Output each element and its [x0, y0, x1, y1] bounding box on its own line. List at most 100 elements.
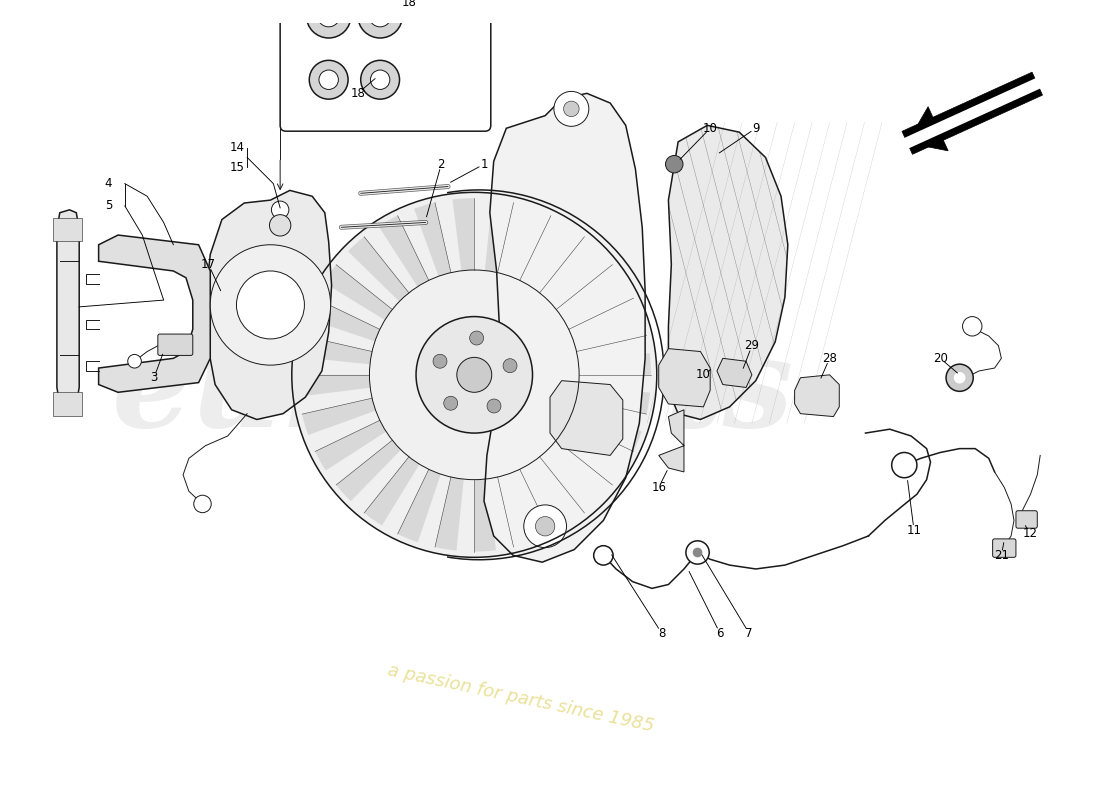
Wedge shape	[298, 375, 371, 397]
Wedge shape	[548, 249, 613, 310]
Polygon shape	[669, 126, 788, 419]
Wedge shape	[474, 479, 496, 551]
Text: 16: 16	[651, 481, 667, 494]
Circle shape	[536, 517, 554, 536]
FancyBboxPatch shape	[53, 392, 82, 416]
Text: 1: 1	[481, 158, 487, 170]
Wedge shape	[348, 237, 409, 302]
Text: 12: 12	[1023, 526, 1038, 539]
Circle shape	[319, 70, 339, 90]
Circle shape	[272, 201, 289, 218]
Text: 3: 3	[151, 371, 157, 384]
Circle shape	[892, 453, 917, 478]
Polygon shape	[206, 190, 331, 419]
Polygon shape	[550, 381, 623, 455]
Circle shape	[954, 372, 966, 383]
Circle shape	[309, 60, 348, 99]
Wedge shape	[414, 202, 451, 276]
Wedge shape	[562, 279, 634, 330]
Circle shape	[946, 364, 974, 391]
FancyBboxPatch shape	[53, 218, 82, 241]
Wedge shape	[540, 448, 601, 513]
Wedge shape	[520, 463, 570, 534]
Text: 7: 7	[745, 626, 752, 639]
Text: 18: 18	[402, 0, 417, 9]
Polygon shape	[908, 106, 948, 151]
Circle shape	[270, 214, 290, 236]
Wedge shape	[508, 207, 551, 280]
Circle shape	[503, 358, 517, 373]
Text: 29: 29	[745, 339, 759, 352]
Circle shape	[194, 495, 211, 513]
Wedge shape	[397, 470, 441, 542]
Wedge shape	[529, 224, 584, 293]
Circle shape	[371, 70, 389, 90]
Text: 9: 9	[752, 122, 759, 134]
Text: 17: 17	[201, 258, 216, 270]
Circle shape	[470, 331, 484, 345]
Circle shape	[487, 399, 500, 413]
Circle shape	[433, 354, 447, 368]
Text: 8: 8	[658, 626, 666, 639]
Text: 18: 18	[351, 87, 365, 100]
Wedge shape	[298, 335, 372, 364]
Circle shape	[210, 245, 331, 365]
Text: 15: 15	[230, 161, 245, 174]
Circle shape	[318, 5, 340, 27]
Circle shape	[524, 505, 567, 548]
FancyBboxPatch shape	[280, 0, 491, 131]
Wedge shape	[307, 298, 380, 342]
Text: 20: 20	[933, 352, 948, 365]
Wedge shape	[573, 314, 647, 351]
Wedge shape	[302, 398, 376, 435]
Circle shape	[962, 317, 982, 336]
FancyBboxPatch shape	[992, 539, 1016, 558]
Text: 5: 5	[104, 199, 112, 213]
Text: 11: 11	[906, 524, 922, 537]
Polygon shape	[902, 72, 1043, 154]
Text: 2: 2	[438, 158, 446, 170]
Wedge shape	[569, 408, 641, 451]
Circle shape	[693, 548, 703, 558]
Wedge shape	[315, 420, 386, 470]
Polygon shape	[877, 77, 1044, 161]
FancyBboxPatch shape	[157, 334, 192, 355]
Wedge shape	[497, 474, 535, 547]
Text: 21: 21	[994, 549, 1009, 562]
Text: a passion for parts since 1985: a passion for parts since 1985	[386, 661, 656, 735]
Polygon shape	[484, 94, 645, 562]
Polygon shape	[794, 375, 839, 417]
Text: 10: 10	[703, 122, 717, 134]
Wedge shape	[452, 198, 474, 270]
Wedge shape	[378, 216, 429, 286]
Wedge shape	[576, 386, 650, 414]
Text: 28: 28	[822, 352, 837, 365]
Polygon shape	[659, 410, 684, 472]
Circle shape	[358, 0, 403, 38]
Text: 4: 4	[104, 177, 112, 190]
Wedge shape	[337, 440, 401, 501]
Text: 6: 6	[716, 626, 724, 639]
Text: 14: 14	[230, 141, 245, 154]
Wedge shape	[557, 430, 625, 485]
Circle shape	[292, 192, 657, 558]
Circle shape	[456, 358, 492, 392]
Polygon shape	[717, 358, 752, 387]
FancyBboxPatch shape	[1016, 510, 1037, 528]
Polygon shape	[99, 235, 210, 392]
Polygon shape	[57, 210, 79, 407]
Wedge shape	[364, 457, 419, 526]
Circle shape	[236, 271, 305, 339]
Polygon shape	[659, 349, 711, 407]
Circle shape	[686, 541, 710, 564]
Wedge shape	[323, 265, 393, 320]
Circle shape	[594, 546, 613, 565]
Circle shape	[307, 0, 351, 38]
Circle shape	[666, 155, 683, 173]
Circle shape	[563, 101, 579, 117]
Text: europarts: europarts	[112, 331, 794, 453]
Wedge shape	[579, 353, 651, 375]
Circle shape	[443, 396, 458, 410]
Circle shape	[368, 5, 392, 27]
Circle shape	[554, 91, 588, 126]
